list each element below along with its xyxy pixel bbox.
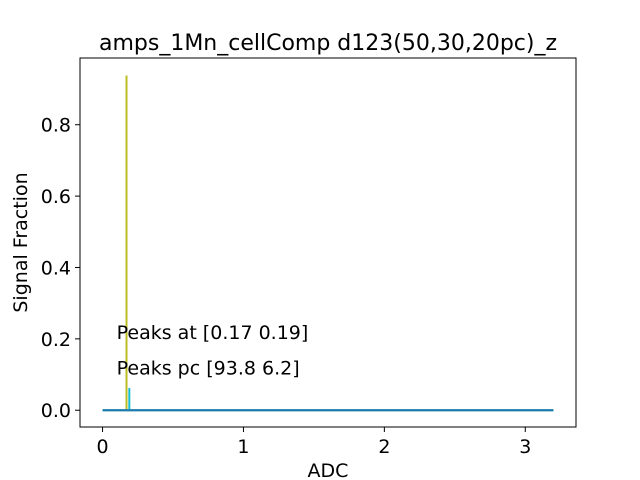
- x-tick-label: 3: [519, 436, 531, 458]
- x-axis-label: ADC: [308, 460, 349, 480]
- plot-frame: [79, 57, 577, 428]
- x-tick-label: 2: [378, 436, 390, 458]
- chart-title: amps_1Mn_cellComp d123(50,30,20pc)_z: [99, 31, 557, 56]
- x-tick-label: 1: [237, 436, 249, 458]
- y-tick-label: 0.2: [41, 329, 71, 351]
- y-axis: 0.0 0.2 0.4 0.6 0.8: [41, 115, 80, 422]
- y-tick-label: 0.0: [41, 400, 71, 422]
- plot-area-background: [80, 58, 576, 427]
- x-axis: 0 1 2 3: [96, 427, 531, 458]
- y-tick-label: 0.4: [41, 257, 71, 279]
- y-tick-label: 0.8: [41, 115, 71, 137]
- x-tick-label: 0: [96, 436, 108, 458]
- peak-annotation: Peaks pc [93.8 6.2]: [117, 358, 300, 380]
- series-layer: [102, 75, 554, 412]
- peak-annotation: Peaks at [0.17 0.19]: [117, 322, 309, 344]
- y-tick-label: 0.6: [41, 186, 71, 208]
- annotations: Peaks at [0.17 0.19] Peaks pc [93.8 6.2]: [117, 322, 309, 380]
- y-axis-label: Signal Fraction: [10, 172, 32, 312]
